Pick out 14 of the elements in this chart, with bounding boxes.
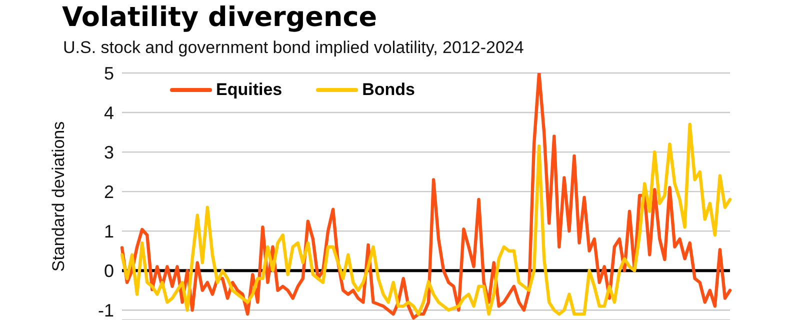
chart-title: Volatility divergence bbox=[62, 2, 378, 33]
y-tick-label: 0 bbox=[104, 260, 114, 281]
y-tick-label: -1 bbox=[98, 300, 114, 320]
line-series bbox=[120, 122, 732, 316]
chart-subtitle: U.S. stock and government bond implied volatility, 2012-2024 bbox=[63, 38, 524, 58]
legend-label: Equities bbox=[216, 80, 282, 100]
y-tick-label: 1 bbox=[104, 221, 114, 242]
y-tick-label: 5 bbox=[104, 63, 114, 84]
line-series bbox=[120, 73, 732, 320]
y-tick-label: 3 bbox=[104, 142, 114, 162]
legend-label: Bonds bbox=[362, 80, 416, 100]
y-axis-title: Standard deviations bbox=[49, 121, 68, 272]
y-tick-label: 2 bbox=[104, 182, 114, 202]
y-tick-label: 4 bbox=[104, 102, 114, 123]
